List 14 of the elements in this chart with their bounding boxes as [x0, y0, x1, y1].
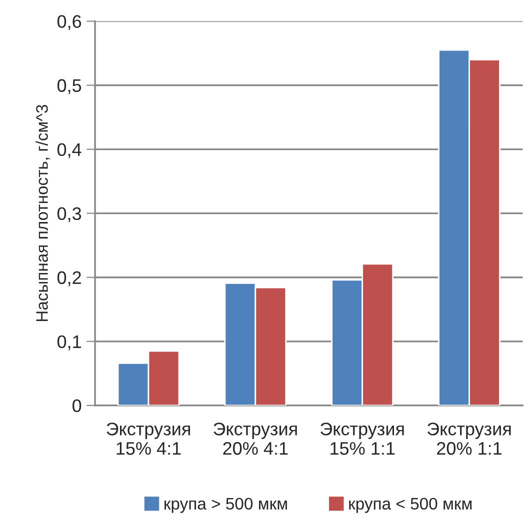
legend-label: крупа < 500 мкм — [349, 498, 472, 513]
y-tick-label: 0,6 — [57, 15, 82, 30]
y-axis-title: Насыпная плотность, г/см^3 — [36, 104, 50, 322]
x-tick-label: Экструзия 15% 1:1 — [320, 422, 404, 455]
x-tick-label: Экструзия 15% 4:1 — [106, 422, 190, 455]
x-tick-label: Экструзия 20% 4:1 — [214, 422, 297, 455]
x-tick-label: Экструзия 20% 1:1 — [427, 422, 511, 455]
y-tick-label: 0,1 — [57, 335, 81, 350]
y-tick-label: 0,2 — [57, 271, 81, 286]
y-tick-label: 0,4 — [57, 143, 82, 158]
y-tick-label: 0,5 — [57, 79, 82, 94]
y-tick-label: 0 — [72, 399, 82, 412]
legend-label: крупа > 500 мкм — [164, 498, 287, 513]
y-tick-label: 0,3 — [57, 207, 82, 222]
